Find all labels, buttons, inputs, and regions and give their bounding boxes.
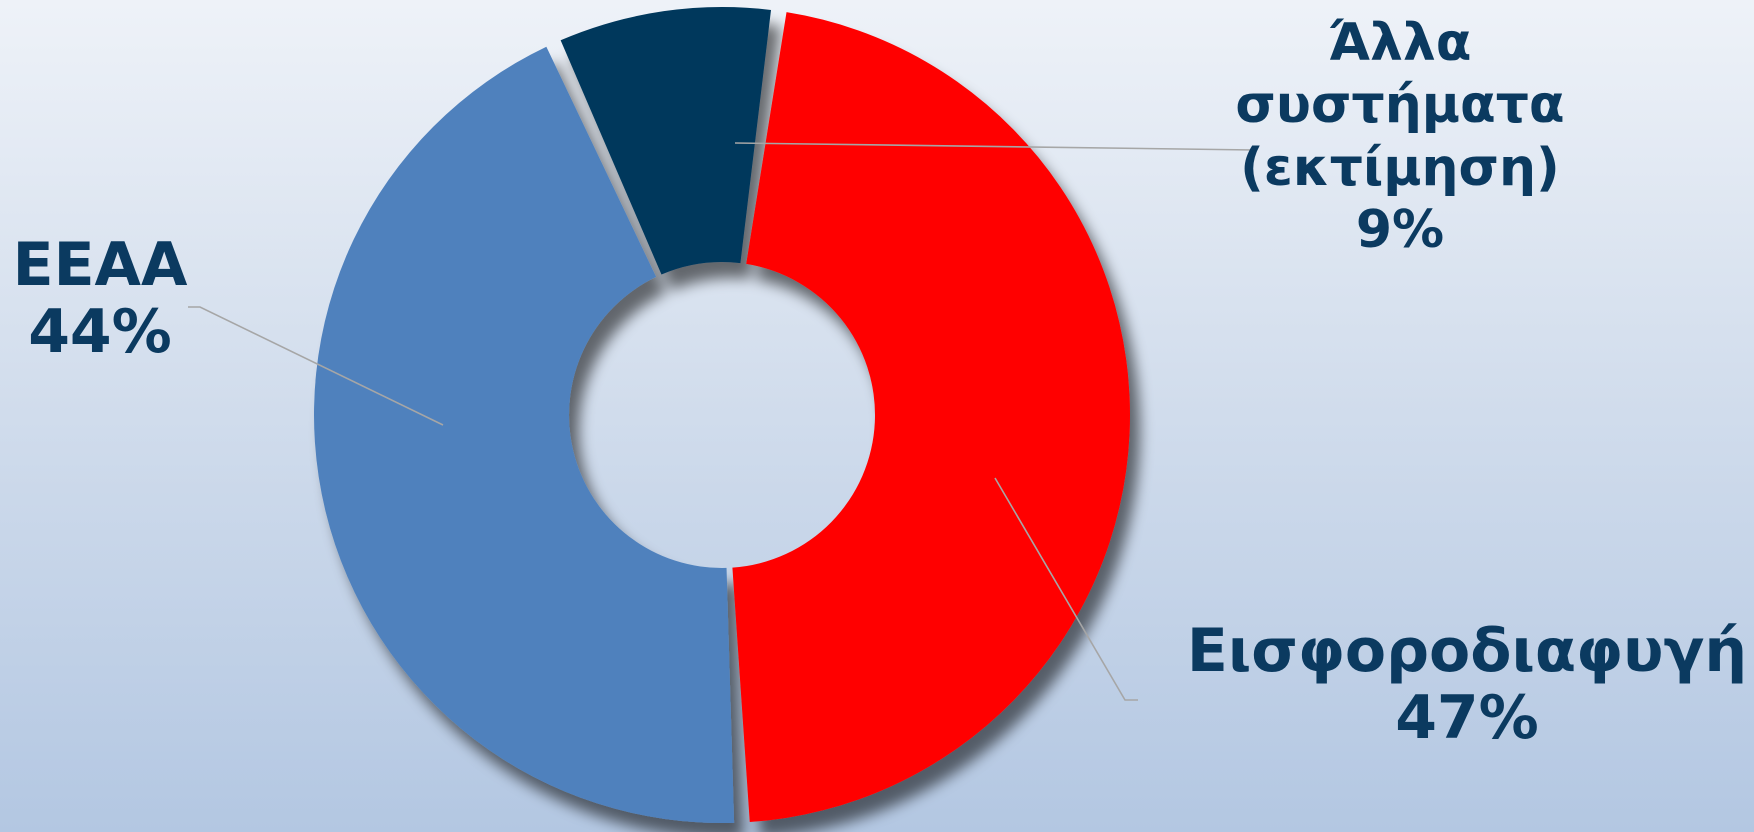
data-label-eeaa-name: ΕΕΑΑ: [12, 230, 188, 300]
data-label-evasion-percent: 47%: [1395, 683, 1539, 754]
data-label-other-line3: (εκτίμηση): [1240, 137, 1560, 198]
data-label-other-line2: συστήματα: [1235, 75, 1565, 136]
data-label-other-systems: Άλλα συστήματα (εκτίμηση) 9%: [1215, 12, 1585, 262]
leader-line-eeaa: [188, 306, 444, 426]
leader-line-other-systems: [734, 142, 1256, 151]
data-label-eeaa-percent: 44%: [28, 297, 172, 368]
data-label-evasion-name: Εισφοροδιαφυγή: [1186, 616, 1748, 686]
slice-evasion: [732, 12, 1130, 823]
leader-line-evasion: [994, 477, 1138, 701]
data-label-other-line1: Άλλα: [1328, 13, 1472, 73]
data-label-eeaa: ΕΕΑΑ 44%: [0, 230, 200, 368]
data-label-evasion: Εισφοροδιαφυγή 47%: [1180, 616, 1754, 754]
data-label-other-percent: 9%: [1355, 200, 1445, 261]
slice-other-systems: [560, 7, 772, 275]
slice-eeaa: [314, 46, 735, 824]
